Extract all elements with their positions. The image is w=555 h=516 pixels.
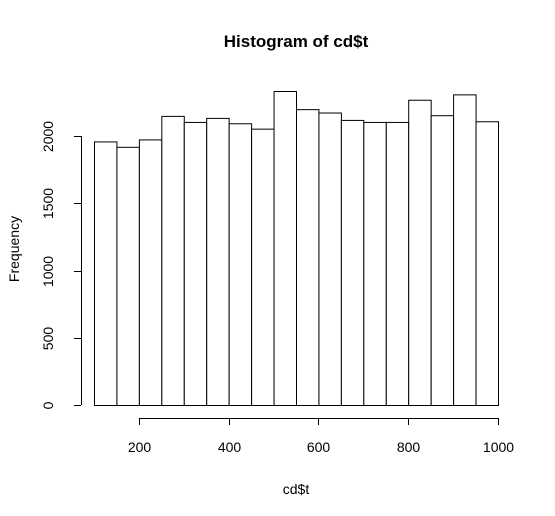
x-axis-label: cd$t (283, 481, 310, 497)
x-tick-label: 1000 (483, 439, 514, 455)
histogram-bar (318, 112, 342, 407)
x-tick-label: 200 (128, 439, 152, 455)
histogram-bar (138, 139, 163, 406)
histogram-bar (161, 115, 185, 407)
y-tick-label: 1000 (40, 256, 56, 287)
histogram-bar (385, 121, 410, 407)
y-tick-label: 1500 (40, 188, 56, 219)
histogram-bar (340, 119, 365, 407)
histogram-bar (296, 109, 320, 406)
histogram-bar (408, 99, 432, 406)
x-tick-label: 400 (218, 439, 242, 455)
y-axis: 0 500 1000 1500 2000 (40, 121, 82, 409)
y-tick-label: 0 (40, 401, 56, 409)
bars-group (94, 91, 499, 407)
histogram-bar (116, 146, 140, 406)
x-tick-label: 800 (397, 439, 421, 455)
histogram-bar (183, 121, 208, 407)
histogram-bar (206, 117, 230, 406)
histogram-bar (363, 121, 387, 407)
y-tick-label: 2000 (40, 121, 56, 152)
x-axis: 200 400 600 800 1000 (128, 418, 514, 455)
y-tick-label: 500 (40, 327, 56, 351)
x-tick-label: 600 (307, 439, 331, 455)
histogram-bar (251, 128, 275, 406)
histogram-bar (475, 121, 499, 406)
histogram-bar (228, 123, 253, 407)
histogram-bar (273, 91, 297, 406)
histogram-bar (430, 115, 455, 406)
chart-title: Histogram of cd$t (224, 32, 369, 51)
histogram-bar (453, 94, 477, 407)
y-axis-label: Frequency (6, 216, 22, 282)
histogram-bar (94, 141, 118, 407)
